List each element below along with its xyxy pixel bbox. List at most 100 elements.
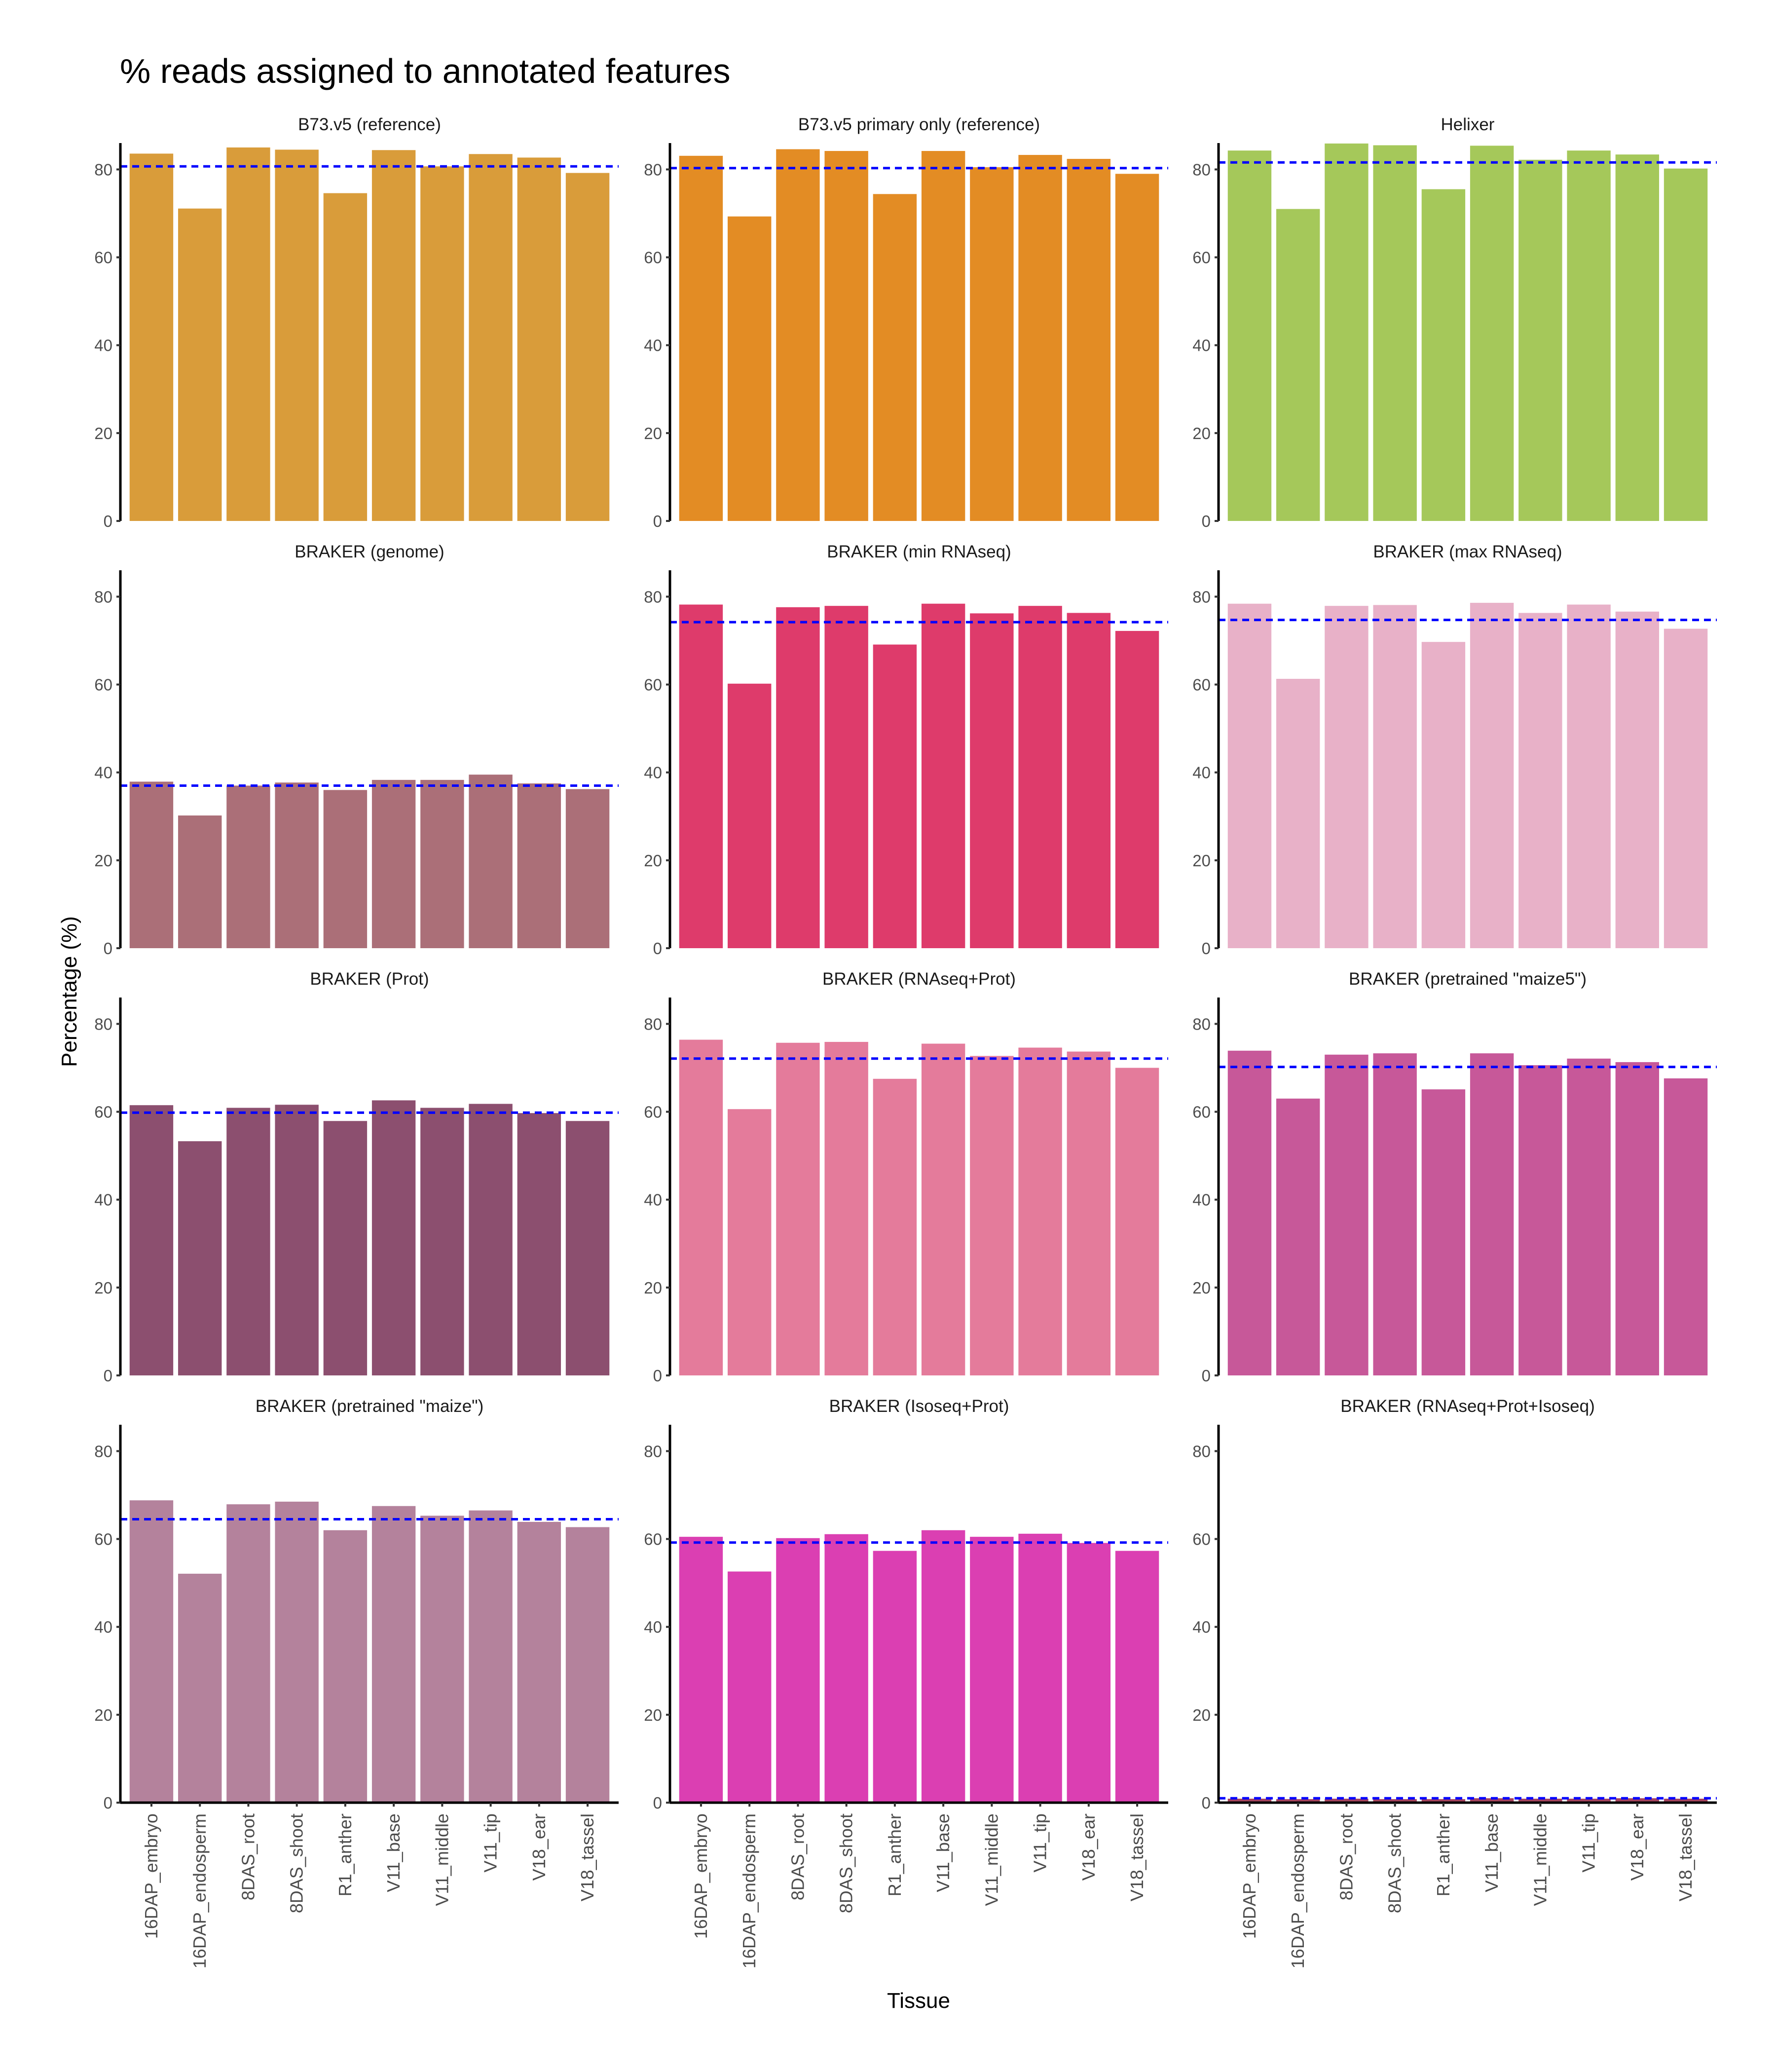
y-tick-label: 60 <box>94 249 112 267</box>
panel-title: BRAKER (Isoseq+Prot) <box>829 1397 1009 1416</box>
x-tick-label: V18_tassel <box>577 1813 597 1901</box>
y-tick-label: 80 <box>1192 1442 1211 1460</box>
bar <box>921 1530 965 1803</box>
bar <box>129 153 174 521</box>
y-tick-label: 20 <box>94 851 112 870</box>
bar <box>1518 613 1562 948</box>
bar <box>1373 605 1417 948</box>
bar <box>679 604 723 948</box>
panel-title: BRAKER (pretrained "maize") <box>256 1397 484 1416</box>
y-tick-label: 60 <box>644 1530 662 1549</box>
bar <box>824 1041 868 1375</box>
bar <box>129 1500 174 1803</box>
bar <box>873 644 917 948</box>
panel: BRAKER (pretrained "maize5") 0 20 40 60 80 <box>1192 969 1717 1385</box>
bar <box>776 1042 820 1375</box>
y-tick-label: 0 <box>104 512 112 530</box>
y-tick-label: 60 <box>644 249 662 267</box>
x-tick-label: R1_anther <box>1433 1813 1453 1896</box>
bar <box>226 1108 270 1375</box>
bar <box>1227 603 1272 948</box>
bar <box>679 1039 723 1375</box>
bar <box>275 1501 319 1803</box>
bar <box>1421 1089 1466 1375</box>
bar <box>323 1121 368 1375</box>
bar <box>1373 145 1417 521</box>
bar <box>1325 606 1369 948</box>
y-tick-label: 60 <box>644 676 662 694</box>
y-tick-label: 80 <box>94 160 112 179</box>
y-tick-label: 60 <box>644 1103 662 1121</box>
bar <box>727 1109 772 1375</box>
bar <box>129 781 174 948</box>
x-tick-label: V11_middle <box>981 1813 1001 1906</box>
y-tick-label: 20 <box>94 1279 112 1297</box>
bar <box>1421 642 1466 948</box>
bar <box>1067 1543 1111 1803</box>
bar <box>824 151 868 521</box>
bar <box>1373 1053 1417 1375</box>
x-tick-label: V18_ear <box>1627 1813 1647 1881</box>
y-tick-label: 60 <box>1192 676 1211 694</box>
bar <box>1227 1050 1272 1375</box>
panel: BRAKER (Prot) 0 20 40 60 80 <box>94 969 619 1385</box>
bar <box>1664 1798 1708 1803</box>
bar <box>517 783 561 948</box>
x-tick-label: 16DAP_embryo <box>141 1813 161 1939</box>
panel: BRAKER (RNAseq+Prot) 0 20 40 60 80 <box>644 969 1168 1385</box>
bar <box>1567 1058 1611 1375</box>
y-tick-label: 20 <box>1192 424 1211 443</box>
bar <box>1276 1098 1320 1375</box>
y-tick-label: 0 <box>104 1367 112 1385</box>
panel: BRAKER (RNAseq+Prot+Isoseq) 0 20 40 60 80 16DA… <box>1192 1397 1717 1968</box>
panel: BRAKER (min RNAseq) 0 20 40 60 80 <box>644 542 1168 958</box>
bar <box>371 779 416 948</box>
panel: BRAKER (max RNAseq) 0 20 40 60 80 <box>1192 542 1717 958</box>
bar <box>970 1537 1014 1803</box>
y-tick-label: 80 <box>644 1442 662 1460</box>
panel-title: B73.v5 primary only (reference) <box>798 115 1040 134</box>
bar <box>970 167 1014 521</box>
y-tick-label: 0 <box>104 939 112 958</box>
y-tick-label: 40 <box>94 764 112 782</box>
bar <box>776 1538 820 1803</box>
x-tick-label: V11_tip <box>1030 1813 1050 1872</box>
y-tick-label: 0 <box>653 939 662 958</box>
x-tick-label: R1_anther <box>335 1813 355 1896</box>
bar <box>1276 1799 1320 1803</box>
bar <box>1470 602 1514 948</box>
panel-title: BRAKER (min RNAseq) <box>827 542 1011 561</box>
panel-title: BRAKER (pretrained "maize5") <box>1349 969 1587 989</box>
y-tick-label: 60 <box>94 676 112 694</box>
x-tick-label: V11_base <box>933 1813 953 1892</box>
bar <box>1115 1068 1159 1375</box>
bar <box>517 1521 561 1803</box>
x-tick-label: V18_tassel <box>1675 1813 1696 1901</box>
bar <box>469 154 513 521</box>
bar <box>1567 150 1611 521</box>
bar <box>1518 1798 1562 1803</box>
x-tick-label: 16DAP_endosperm <box>739 1813 759 1968</box>
y-tick-label: 0 <box>653 1367 662 1385</box>
y-tick-label: 80 <box>94 588 112 606</box>
bar <box>776 149 820 521</box>
bar <box>727 683 772 948</box>
y-tick-label: 0 <box>653 1794 662 1812</box>
y-tick-label: 0 <box>1202 512 1211 530</box>
y-tick-label: 20 <box>644 1706 662 1724</box>
bar <box>1325 1054 1369 1375</box>
panel-title: Helixer <box>1441 115 1495 134</box>
bar <box>1664 168 1708 521</box>
bar <box>469 1510 513 1803</box>
bar <box>776 607 820 948</box>
bar <box>1018 606 1062 948</box>
bar <box>275 782 319 948</box>
bar <box>824 1534 868 1803</box>
bar <box>1018 155 1062 521</box>
y-tick-label: 60 <box>94 1530 112 1549</box>
x-tick-label: V11_tip <box>1579 1813 1599 1872</box>
bar <box>1421 1799 1466 1803</box>
x-tick-label: V11_base <box>1481 1813 1502 1892</box>
x-tick-label: V11_middle <box>432 1813 452 1906</box>
